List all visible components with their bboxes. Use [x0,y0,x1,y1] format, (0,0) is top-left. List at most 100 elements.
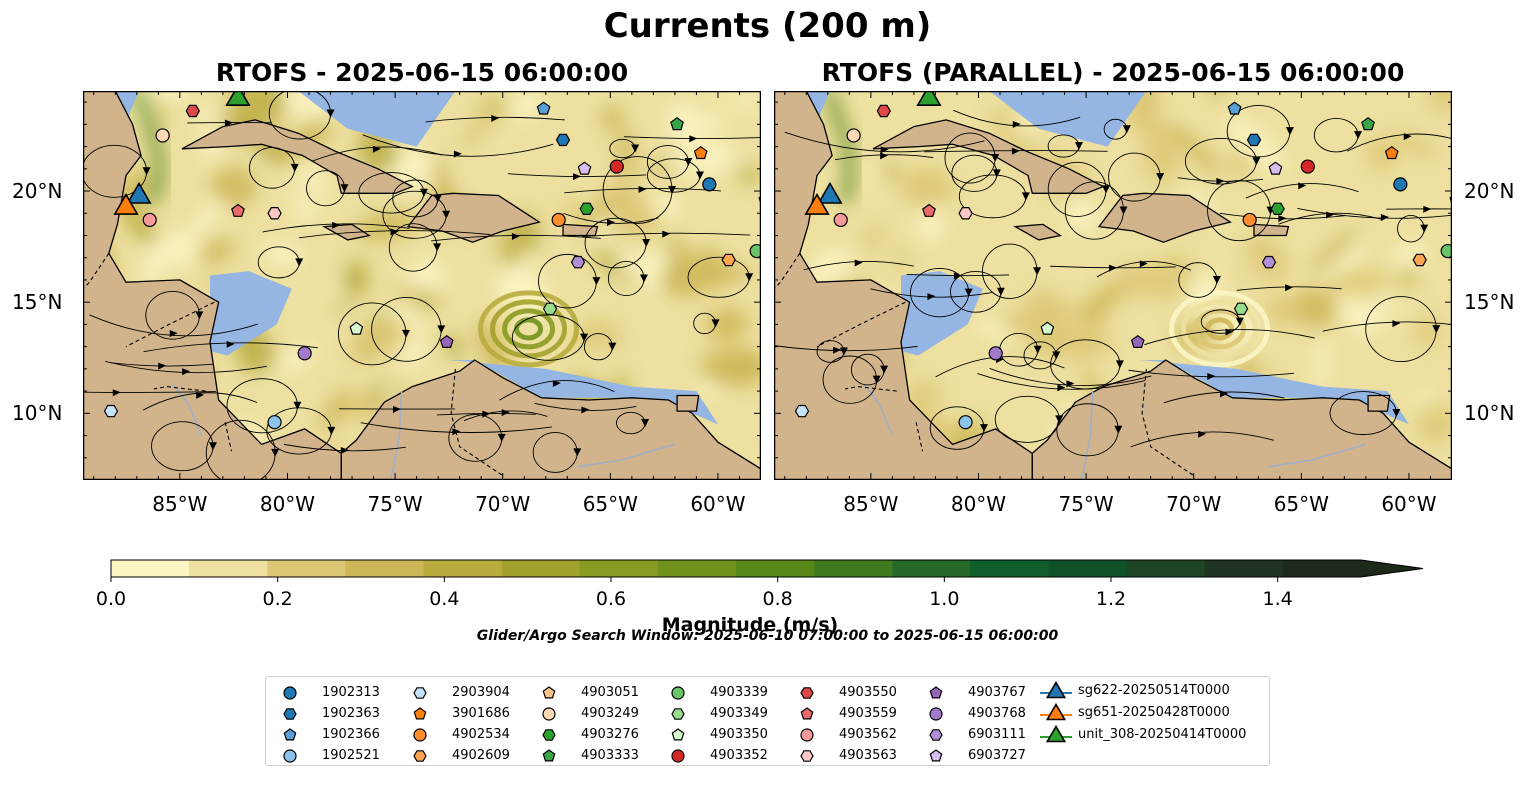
marker-4903333 [1361,117,1375,131]
legend-swatch [283,708,297,720]
river-line [863,383,894,436]
x-tick-label: 80°W [950,492,1007,516]
colorbar-segment [501,560,581,577]
legend-item: 4903767 [922,683,1047,703]
legend-item: 2903904 [406,683,531,703]
streamline-arrow [1122,125,1131,134]
streamline-arrow [442,210,451,219]
marker-4903349 [1233,302,1249,316]
streamline-arrow [996,287,1005,296]
magnitude-patch [666,139,735,179]
magnitude-patch [458,166,501,188]
marker-6903727 [1268,161,1283,175]
legend-label: 4902534 [452,727,510,742]
legend-label: 2903904 [452,685,510,700]
streamline-arrow [1114,425,1123,434]
streamline-arrow [195,311,204,320]
marker-4903550 [876,104,891,118]
colorbar-tick-label: 0.2 [262,588,293,610]
marker-2903904 [794,404,810,418]
legend-swatch [542,686,556,699]
marker-4903767 [439,334,454,348]
magnitude-patch [1005,273,1030,309]
magnitude-patch [1047,245,1064,297]
magnitude-patch [903,380,942,408]
y-tick-label: 10°N [1464,401,1515,426]
streamline-arrow [1220,390,1229,398]
land-jamaica [321,223,371,241]
magnitude-patch [1367,135,1398,172]
legend-label: sg651-20250428T0000 [1078,705,1230,720]
legend-item: 4903333 [535,746,660,766]
magnitude-patch [533,204,588,253]
streamline-curve [1096,261,1191,278]
legend-label: 4903559 [839,706,897,721]
shallow-bahamas [298,91,456,147]
legend-label: 1902313 [322,685,380,700]
marker-1902521 [958,415,973,430]
streamline-arrow [927,293,936,301]
streamline-arrow [295,258,304,267]
legend-item: 4902609 [406,746,531,766]
legend-swatch [283,728,297,741]
marker-sg651-20250428T0000 [804,192,830,215]
y-tick-label: 20°N [12,179,63,204]
magnitude-patch [862,165,883,189]
marker-4903349 [542,302,558,316]
legend-item: 4903768 [922,704,1047,724]
eddy-ring [1181,299,1259,359]
marker-1902366 [536,101,551,115]
eddy-ring [1169,290,1271,368]
streamline-arrow [1298,182,1307,190]
streamline-arrow [689,135,698,143]
streamline-arrow [169,330,178,338]
marker-4903339 [1440,243,1452,259]
streamline-arrow [580,333,589,342]
magnitude-patch [1381,301,1419,338]
streamline-arrow [482,410,491,418]
eddy-ring [502,308,556,350]
streamline-arrow [340,184,349,193]
legend-label: 4903249 [581,706,639,721]
marker-unit_308-20250414T0000 [225,91,251,106]
magnitude-patch [511,91,542,121]
legend-swatch [671,728,685,741]
magnitude-patch [1171,122,1222,177]
magnitude-patch [293,275,353,306]
magnitude-patch [888,215,919,247]
magnitude-patch [149,98,172,122]
magnitude-patch [1319,236,1365,288]
colorbar-tick-label: 0.0 [95,588,127,610]
streamline-arrow [872,375,881,384]
eddy-ring [1205,317,1235,341]
streamline-arrow [452,428,461,436]
colorbar-segment [189,560,268,577]
magnitude-patch [641,306,664,331]
shallow-nicaragua-rise [210,271,292,356]
streamline-arrow [208,442,217,451]
x-tick-label: 80°W [259,492,316,516]
streamline-arrow [390,228,399,236]
magnitude-patch [1427,91,1452,114]
search-window-note: Glider/Argo Search Window: 2025-06-10 07… [476,628,1059,644]
magnitude-patch [699,347,761,387]
streamline-curve [1346,133,1452,152]
streamline-arrow [953,272,962,280]
marker-4903562 [142,212,157,228]
marker-4903768 [988,346,1003,361]
streamline-arrow [1108,264,1117,272]
magnitude-patch [1115,263,1159,297]
marker-4903768 [297,346,312,361]
streamline-arrow [839,347,848,356]
map-frame [83,91,761,480]
streamline-arrow [1403,133,1412,141]
streamline-arrow [142,167,151,176]
legend-swatch [929,686,943,699]
marker-4903559 [231,203,245,217]
streamline-arrow [501,409,510,417]
streamline-arrow [745,273,754,282]
colorbar-label: Magnitude (m/s) [661,614,839,636]
streamline-arrow [979,424,988,433]
colorbar-segment [814,560,893,577]
y-tick-label: 10°N [12,401,63,426]
